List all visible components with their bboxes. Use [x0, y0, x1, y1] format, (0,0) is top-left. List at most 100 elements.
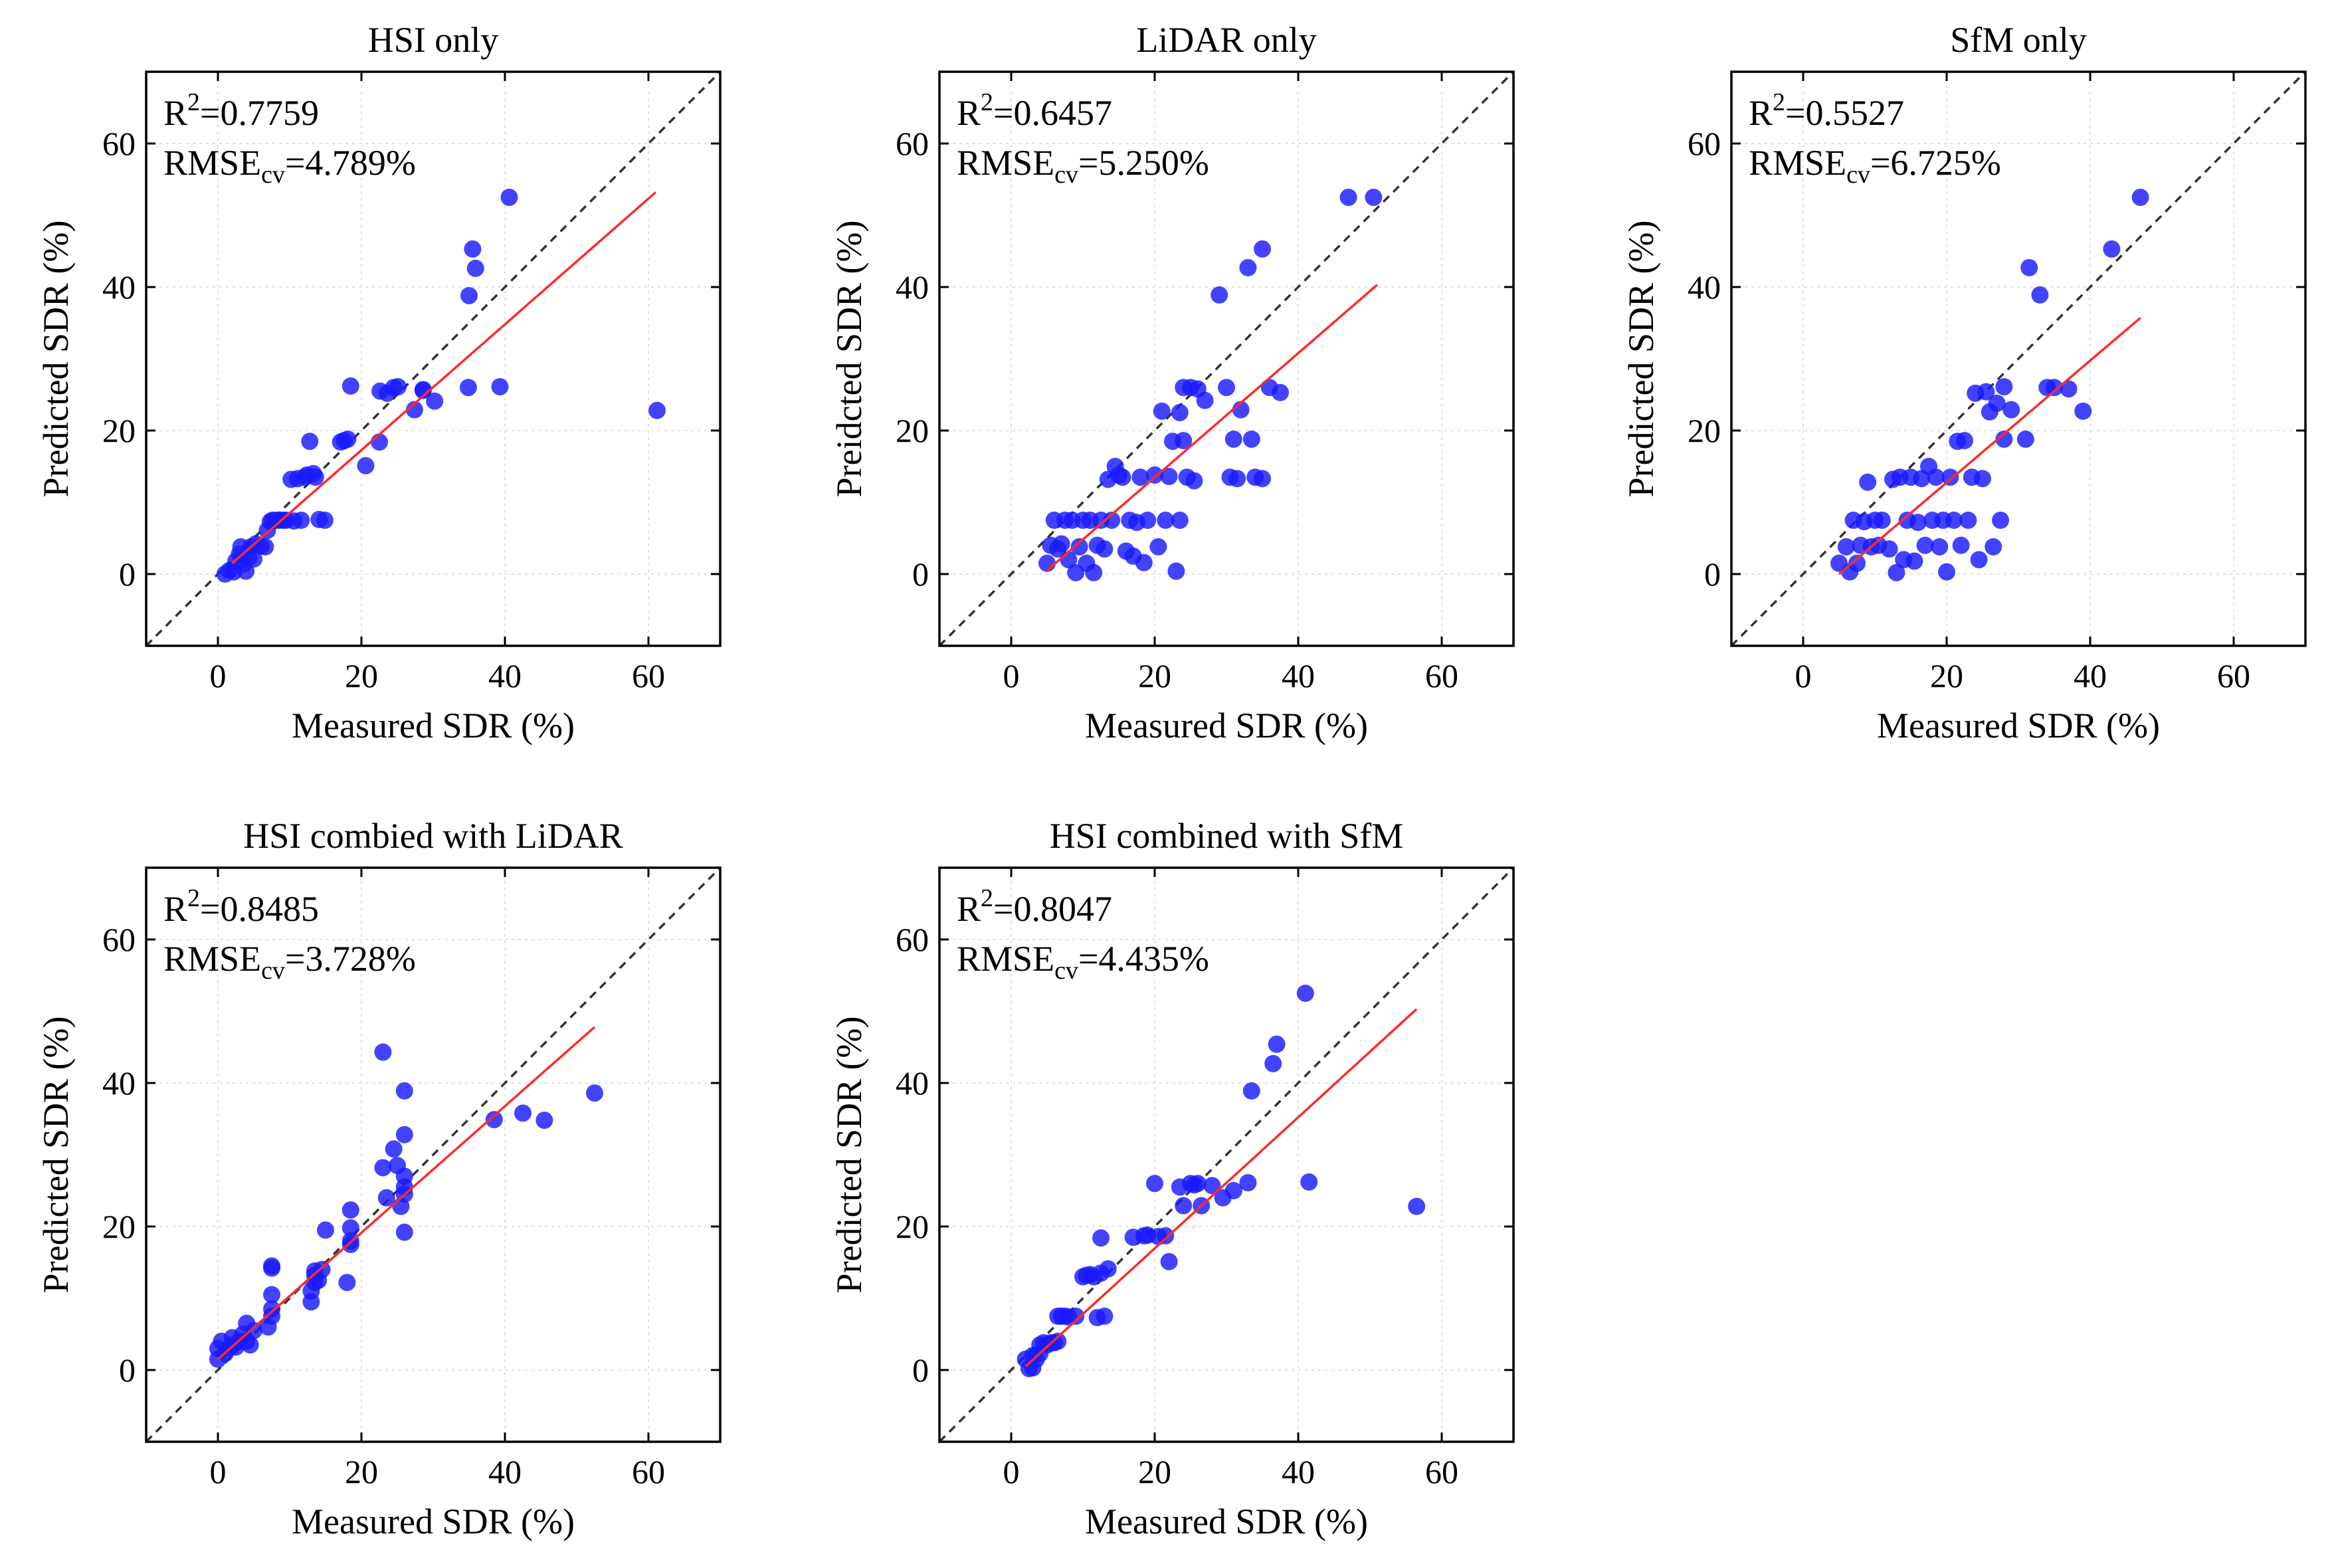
y-tick-label: 60 [896, 921, 929, 958]
data-point [2046, 379, 2063, 397]
data-point [374, 1159, 392, 1177]
data-point [341, 377, 359, 395]
data-point [586, 1084, 603, 1102]
rmse-subscript: cv [261, 957, 285, 985]
r2-annotation: R2=0.7759 [163, 88, 319, 133]
rmse-annotation: RMSEcv=5.250% [957, 143, 1209, 189]
data-point [466, 259, 484, 277]
data-point [1264, 1054, 1282, 1072]
data-point [491, 378, 509, 396]
chart-title: SfM only [1950, 20, 2087, 60]
data-point [1242, 1082, 1260, 1100]
r2-annotation: R2=0.5527 [1749, 88, 1904, 133]
data-point [1888, 563, 1905, 581]
y-tick-label: 40 [102, 268, 136, 306]
chart-title: HSI combined with SfM [1050, 816, 1404, 856]
r2-superscript: 2 [981, 884, 993, 912]
y-tick-label: 20 [1688, 412, 1721, 449]
x-tick-label: 40 [488, 1453, 522, 1490]
regression-line [1046, 284, 1378, 571]
x-tick-label: 40 [1282, 657, 1315, 694]
y-tick-label: 40 [1688, 268, 1721, 306]
data-point [1160, 468, 1178, 486]
data-points [216, 189, 666, 583]
data-point [1160, 1252, 1178, 1270]
data-point [1300, 1173, 1318, 1191]
data-point [1931, 538, 1949, 555]
rmse-annotation: RMSEcv=4.789% [163, 143, 416, 189]
data-point [535, 1112, 553, 1129]
chart-title: LiDAR only [1136, 20, 1317, 60]
y-tick-label: 40 [896, 1064, 929, 1102]
x-tick-label: 0 [1003, 657, 1020, 694]
data-point [1873, 512, 1891, 529]
data-point [1224, 1182, 1242, 1199]
rmse-subscript: cv [1054, 161, 1078, 189]
data-points [1830, 189, 2149, 581]
y-axis-label: Predicted SDR (%) [36, 1017, 76, 1294]
data-point [1139, 512, 1157, 529]
data-point [1988, 394, 2006, 412]
rmse-value: =6.725% [1870, 143, 2001, 183]
plot-frame [145, 70, 722, 647]
data-point [414, 381, 432, 399]
data-point [2131, 189, 2149, 206]
data-point [2002, 401, 2020, 419]
data-point [2074, 402, 2092, 420]
data-point [1239, 258, 1257, 276]
data-point [263, 1257, 280, 1275]
data-point [1974, 470, 1991, 488]
r2-annotation: R2=0.6457 [957, 88, 1112, 133]
rmse-value: =4.789% [285, 143, 416, 183]
data-point [1938, 563, 1955, 581]
data-point [2016, 430, 2034, 448]
data-point [459, 379, 477, 397]
y-axis-label: Predicted SDR (%) [36, 221, 76, 498]
r2-superscript: 2 [187, 884, 200, 912]
x-tick-label: 20 [1930, 657, 1963, 694]
r2-annotation: R2=0.8485 [163, 884, 319, 929]
data-point [1995, 378, 2013, 396]
data-point [1880, 540, 1898, 558]
r2-label: R [163, 93, 187, 133]
data-point [500, 189, 518, 206]
data-point [1916, 536, 1934, 554]
x-tick-label: 20 [1138, 1453, 1171, 1490]
grid-lines [1731, 72, 2305, 646]
rmse-label: RMSE [163, 143, 261, 183]
x-tick-label: 60 [1425, 657, 1458, 694]
data-point [1837, 538, 1855, 555]
data-point [485, 1111, 503, 1129]
rmse-value: =4.435% [1078, 939, 1209, 979]
chart-panel-3: 0 20 40 60 0 20 40 60 SfM only Measured SDR (%) Pr… [1621, 20, 2307, 745]
data-point [514, 1104, 532, 1122]
data-point [1185, 472, 1203, 490]
rmse-label: RMSE [163, 939, 261, 979]
data-point [263, 1300, 280, 1318]
data-point [1959, 512, 1977, 529]
data-point [301, 433, 319, 450]
data-point [245, 1322, 262, 1339]
data-point [357, 456, 375, 474]
data-point [1211, 286, 1228, 304]
data-point [317, 1221, 334, 1239]
x-tick-label: 0 [210, 657, 227, 694]
r2-value: =0.6457 [993, 93, 1112, 133]
one-to-one-line [146, 868, 720, 1442]
regression-line [217, 1026, 596, 1361]
data-point [1157, 1227, 1175, 1245]
data-point [1175, 432, 1193, 450]
data-points [1038, 189, 1383, 581]
chart-title: HSI combied with LiDAR [243, 816, 623, 856]
data-point [1254, 240, 1271, 258]
data-point [395, 1223, 413, 1241]
data-point [1052, 535, 1070, 553]
plot-frame [145, 866, 722, 1443]
rmse-subscript: cv [261, 161, 285, 189]
r2-label: R [1749, 93, 1773, 133]
x-tick-label: 60 [1425, 1453, 1458, 1490]
x-tick-label: 0 [1003, 1453, 1020, 1490]
y-axis-label: Predicted SDR (%) [1621, 221, 1661, 498]
y-tick-label: 60 [1688, 125, 1721, 162]
r2-annotation: R2=0.8047 [957, 884, 1112, 929]
